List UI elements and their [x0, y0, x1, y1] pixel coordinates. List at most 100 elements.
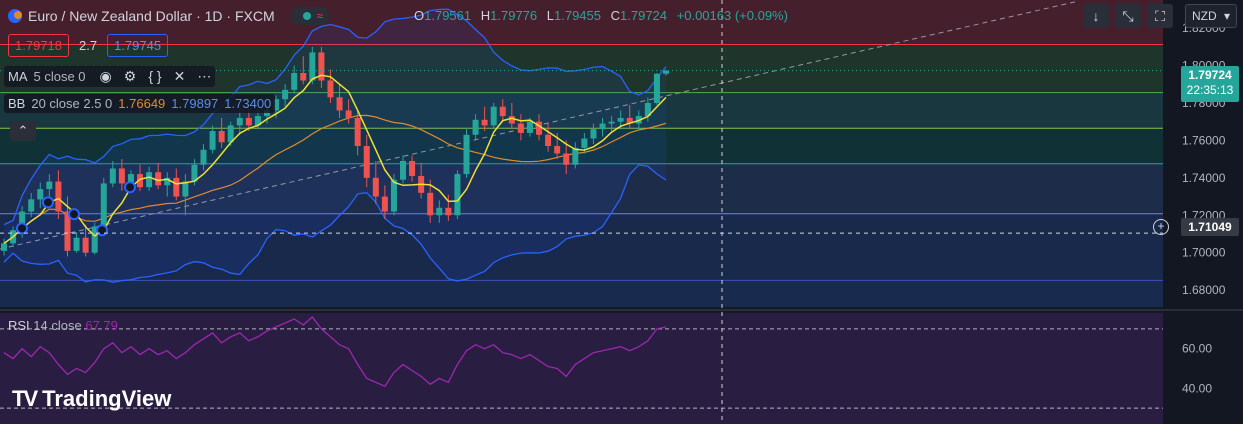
candle-body — [218, 131, 225, 143]
candle-body — [37, 189, 44, 200]
candle-body — [390, 179, 397, 212]
ma-legend[interactable]: MA 5 close 0 ◉ ⚙ { } ✕ ⋯ — [4, 66, 216, 87]
candle-body — [182, 181, 189, 197]
tradingview-logo[interactable]: TV TradingView — [12, 386, 171, 412]
rsi-legend[interactable]: RSI 14 close 67.79 — [8, 318, 118, 333]
bb-upper-band — [3, 8, 667, 226]
candle-body — [572, 147, 579, 165]
bb-name: BB — [8, 96, 26, 111]
sell-button[interactable]: 1.79718 — [8, 34, 69, 57]
candle-body — [46, 181, 53, 190]
data-delay-wave-icon: ≈ — [316, 9, 324, 23]
bb-lower-band — [3, 164, 667, 283]
currency-selector[interactable]: NZD ▾ — [1185, 4, 1237, 28]
symbol-title[interactable]: Euro / New Zealand Dollar · 1D · FXCM — [28, 8, 275, 24]
bb-lower-value: 1.73400 — [224, 96, 272, 111]
candle-body — [309, 52, 316, 81]
candle-body — [273, 99, 280, 111]
cross-marker — [96, 224, 108, 237]
open-value: 1.79561 — [424, 8, 472, 23]
ohlc-readout: O1.79561 H1.79776 L1.79455 C1.79724 +0.0… — [414, 8, 788, 23]
more-icon[interactable]: ⋯ — [197, 68, 212, 84]
candle-body — [363, 146, 370, 178]
candle-body — [536, 121, 543, 135]
high-value: 1.79776 — [490, 8, 538, 23]
candle-body — [545, 134, 552, 147]
current-price-label: 1.79724 — [1188, 68, 1232, 82]
currency-label: NZD — [1192, 9, 1217, 23]
down-arrow-button[interactable]: ↓ — [1083, 4, 1109, 28]
candle-body — [626, 117, 633, 124]
candle-body — [526, 121, 533, 133]
candle-body — [590, 129, 597, 139]
candle-body — [427, 192, 434, 216]
bar-countdown: 22:35:13 — [1186, 83, 1234, 97]
candle-body — [146, 172, 153, 188]
candle-body — [200, 149, 207, 165]
candle-body — [282, 89, 289, 100]
bb-legend[interactable]: BB 20 close 2.5 0 1.76649 1.79897 1.7340… — [4, 94, 276, 113]
candle-body — [164, 177, 171, 186]
candle-body — [400, 160, 407, 180]
candle-body — [617, 117, 624, 122]
gear-icon[interactable]: ⚙ — [123, 68, 137, 84]
candle-body — [173, 177, 180, 197]
bb-basis-line — [3, 114, 667, 244]
add-alert-plus-icon[interactable]: + — [1153, 219, 1169, 235]
candle-body — [137, 174, 144, 188]
candle-body — [481, 119, 488, 126]
logo-text: TradingView — [42, 386, 172, 411]
fib-zone — [0, 0, 1163, 45]
candle-body — [372, 177, 379, 197]
bb-fill — [4, 9, 666, 283]
chart-top-controls: ↓ ⤡ ⛶ — [1083, 4, 1173, 28]
tradingview-mark-icon: TV — [12, 386, 38, 411]
candle-body — [653, 73, 660, 103]
candle-body — [109, 168, 116, 184]
price-axis-tick: 1.74000 — [1182, 171, 1226, 185]
eye-icon[interactable]: ◉ — [99, 68, 112, 84]
rsi-pane-background — [0, 313, 1163, 424]
cross-marker — [124, 181, 136, 194]
candle-body — [599, 123, 606, 130]
candle-body — [436, 207, 443, 216]
expand-button[interactable]: ⤡ — [1115, 4, 1141, 28]
candle-body — [1, 243, 7, 251]
candle-body — [563, 153, 570, 165]
candle-body — [300, 73, 307, 81]
close-icon[interactable]: ✕ — [173, 68, 186, 84]
candle-body — [409, 160, 416, 176]
current-price-tag: 1.79724 22:35:13 — [1181, 66, 1239, 102]
close-value: 1.79724 — [620, 8, 668, 23]
candle-body — [209, 131, 216, 150]
chevron-down-icon: ▾ — [1223, 9, 1230, 23]
change-value: +0.00163 (+0.09%) — [676, 8, 788, 23]
symbol-header[interactable]: Euro / New Zealand Dollar · 1D · FXCM ≈ — [8, 6, 330, 26]
collapse-legend-button[interactable]: ⌃ — [10, 121, 36, 141]
candle-body — [291, 73, 298, 90]
low-value: 1.79455 — [554, 8, 601, 23]
candle-body — [663, 70, 669, 74]
candle-body — [55, 181, 62, 212]
buy-button[interactable]: 1.79745 — [107, 34, 169, 57]
candle-body — [490, 106, 497, 126]
ma-name: MA — [8, 69, 28, 84]
candle-body — [508, 116, 515, 124]
fullscreen-button[interactable]: ⛶ — [1147, 4, 1173, 28]
candle-body — [381, 196, 388, 212]
market-status-pill[interactable]: ≈ — [290, 7, 330, 25]
cross-marker — [16, 222, 28, 235]
candle-body — [191, 164, 198, 182]
crosshair-price-tag: 1.71049 — [1181, 218, 1239, 236]
candle-body — [254, 116, 261, 126]
candle-body — [354, 117, 361, 147]
rsi-axis-tick: 40.00 — [1182, 381, 1212, 395]
candle-body — [445, 207, 452, 216]
source-code-icon[interactable]: { } — [148, 68, 162, 84]
bb-basis-value: 1.76649 — [118, 96, 166, 111]
candle-body — [554, 146, 561, 154]
candle-body — [263, 110, 270, 117]
bb-upper-value: 1.79897 — [171, 96, 219, 111]
